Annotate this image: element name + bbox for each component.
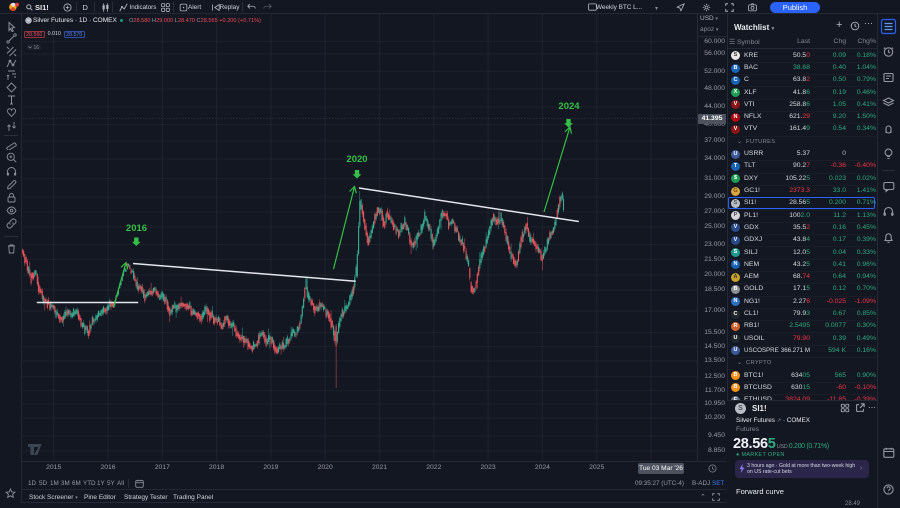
svg-text:2020: 2020 — [346, 154, 367, 165]
svg-text:2024: 2024 — [558, 101, 580, 112]
svg-text:2016: 2016 — [126, 223, 147, 234]
